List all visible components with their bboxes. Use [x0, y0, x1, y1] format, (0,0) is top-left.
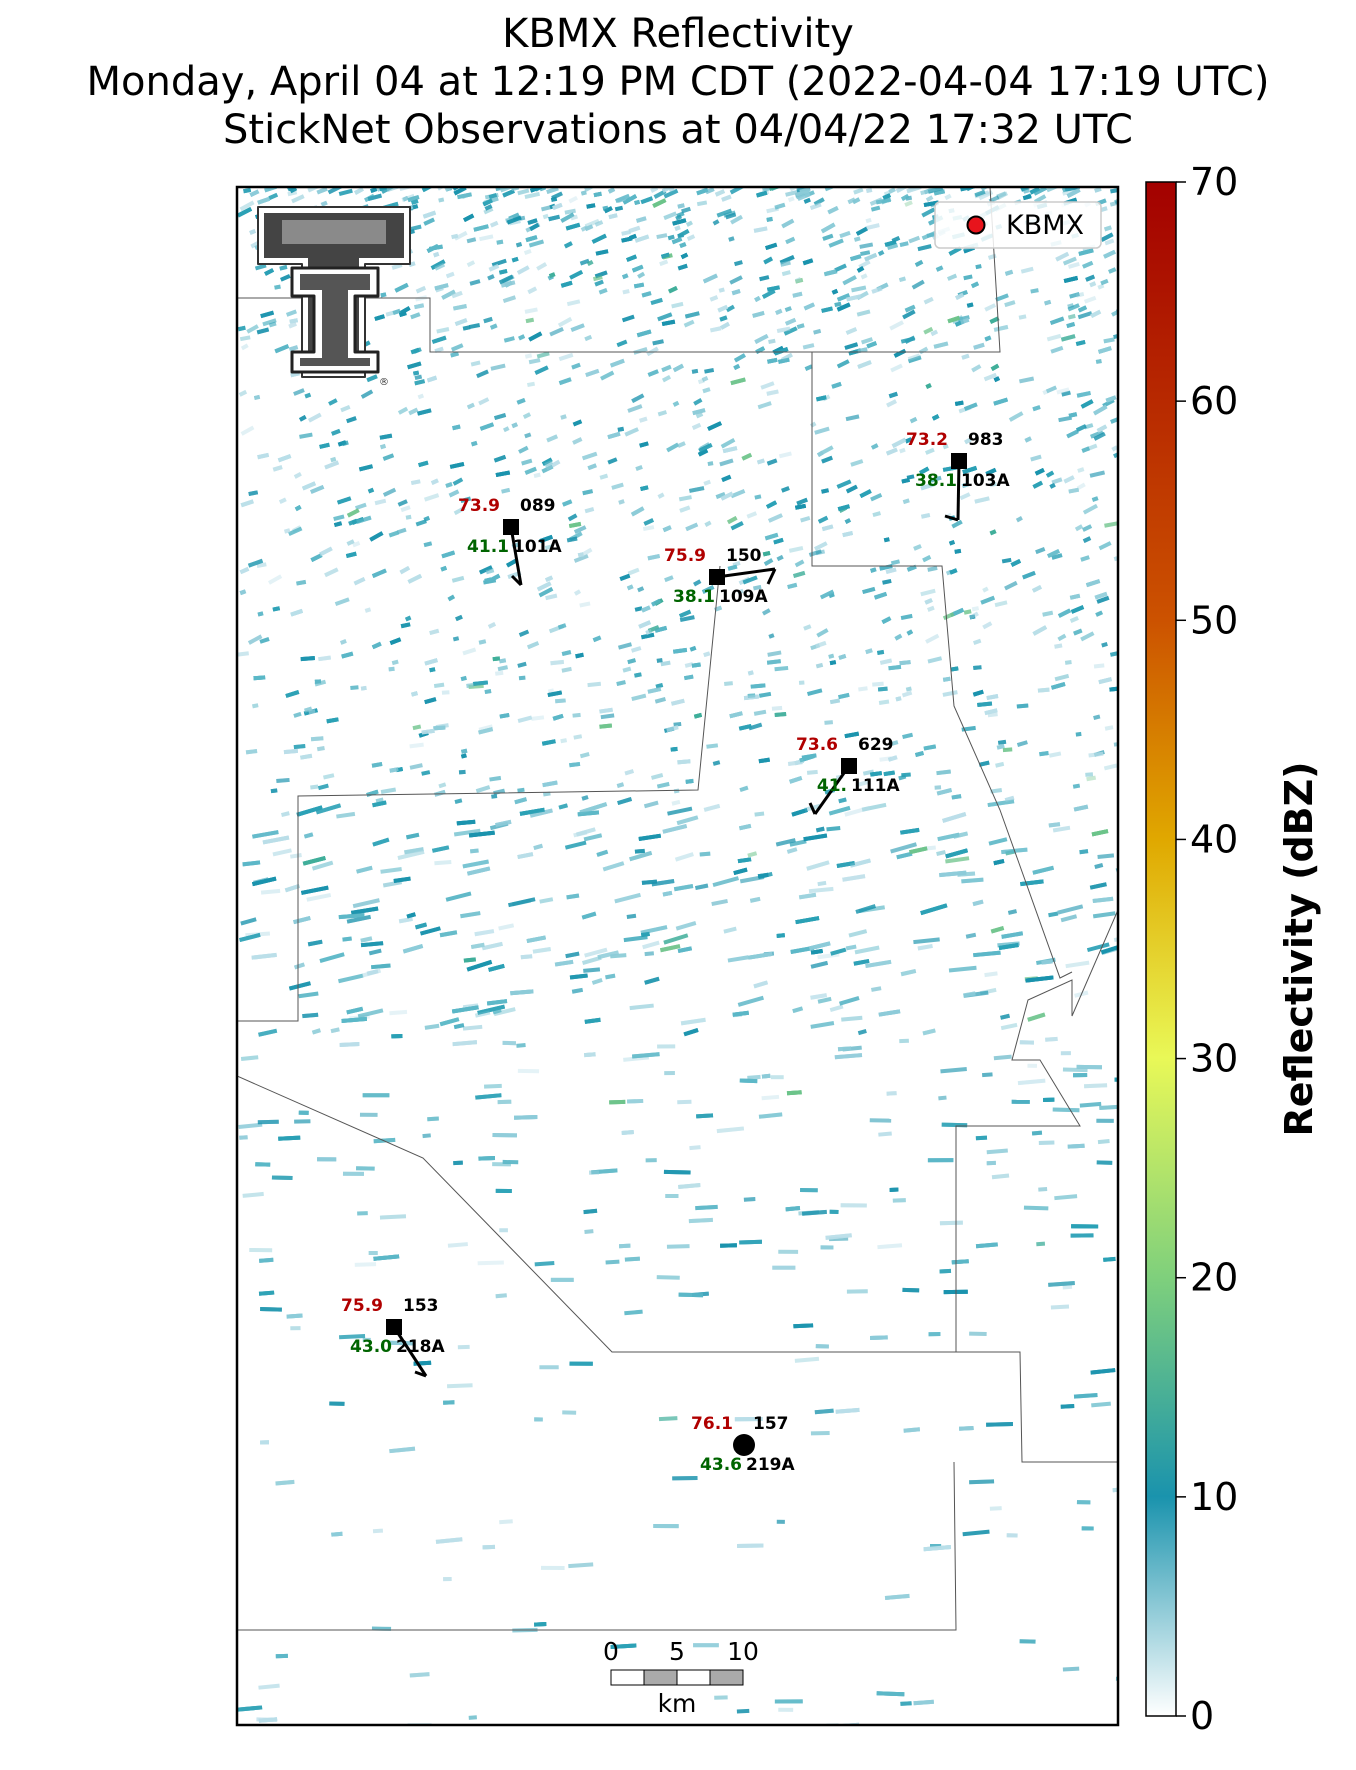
- colorbar-tick-label: 0: [1190, 1694, 1214, 1738]
- station-dewpoint: 41.1: [467, 537, 509, 557]
- colorbar-tick-label: 20: [1190, 1256, 1238, 1300]
- station-plot-218a: 75.9 153 43.0 218A: [341, 1296, 445, 1378]
- title-line-2: Monday, April 04 at 12:19 PM CDT (2022-0…: [86, 59, 1270, 105]
- station-id: 109A: [719, 587, 768, 607]
- station-id: 101A: [513, 537, 562, 557]
- colorbar-tick-label: 30: [1190, 1037, 1238, 1081]
- station-temperature: 75.9: [664, 546, 706, 566]
- station-temperature: 73.2: [906, 430, 948, 450]
- station-plot-111a: 73.6 629 41. 111A: [796, 735, 900, 815]
- station-marker-icon: [503, 519, 519, 535]
- scale-tick-1: 5: [669, 1637, 685, 1666]
- colorbar-tick-label: 40: [1190, 817, 1238, 861]
- station-dewpoint: 43.6: [700, 1455, 742, 1475]
- map-frame: [235, 185, 1120, 1727]
- station-id: 219A: [746, 1455, 795, 1475]
- colorbar-gradient: [1145, 181, 1177, 1717]
- station-pressure: 150: [726, 546, 762, 566]
- title-line-3: StickNet Observations at 04/04/22 17:32 …: [223, 107, 1133, 153]
- wind-barb-feather: [414, 1370, 427, 1378]
- map-legend: KBMX: [934, 201, 1102, 249]
- station-dewpoint: 43.0: [350, 1337, 392, 1357]
- station-marker-icon: [386, 1319, 402, 1335]
- station-marker-icon: [951, 453, 967, 469]
- colorbar-label: Reflectivity (dBZ): [1277, 761, 1321, 1136]
- station-dewpoint: 38.1: [673, 587, 715, 607]
- station-dewpoint: 41.: [817, 776, 847, 796]
- station-plot-219a: 76.1 157 43.6 219A: [691, 1414, 795, 1475]
- station-plot-109a: 75.9 150 38.1 109A: [664, 546, 777, 607]
- wind-barb-icon: [716, 567, 776, 579]
- svg-text:®: ®: [379, 377, 389, 388]
- station-dewpoint: 38.1: [915, 471, 957, 491]
- scale-unit: km: [658, 1689, 697, 1718]
- station-marker-icon: [841, 758, 857, 774]
- station-id: 103A: [961, 471, 1010, 491]
- station-temperature: 75.9: [341, 1296, 383, 1316]
- wind-barb-feather: [766, 568, 777, 585]
- station-marker-icon: [709, 569, 725, 585]
- wind-barb-feather: [808, 802, 817, 815]
- colorbar-tick-label: 50: [1190, 598, 1238, 642]
- reflectivity-echoes: [237, 187, 1118, 1725]
- colorbar-tick-label: 70: [1190, 160, 1238, 204]
- station-pressure: 089: [520, 496, 556, 516]
- wind-barb-icon: [956, 460, 961, 521]
- title-line-1: KBMX Reflectivity: [502, 11, 854, 57]
- station-plot-103a: 73.2 983 38.1 103A: [906, 430, 1010, 522]
- station-temperature: 76.1: [691, 1414, 733, 1434]
- map-plot-area: [237, 187, 1118, 1725]
- wind-barb-icon: [509, 526, 523, 586]
- station-temperature: 73.9: [458, 496, 500, 516]
- scale-tick-2: 10: [727, 1637, 759, 1666]
- station-id: 111A: [851, 776, 900, 796]
- wind-barb-feather: [510, 574, 523, 587]
- colorbar: 0 10 20 30 40 50 60 70 Reflectivity (dBZ): [1145, 160, 1321, 1738]
- station-pressure: 983: [968, 430, 1004, 450]
- station-pressure: 153: [403, 1296, 439, 1316]
- station-pressure: 629: [858, 735, 894, 755]
- legend-label: KBMX: [1006, 210, 1084, 241]
- colorbar-tick-label: 10: [1190, 1475, 1238, 1519]
- double-t-logo-icon: ®: [257, 206, 411, 388]
- colorbar-tick-label: 60: [1190, 379, 1238, 423]
- wind-barb-feather: [944, 514, 959, 522]
- station-plot-101a: 73.9 089 41.1 101A: [458, 496, 562, 587]
- station-pressure: 157: [753, 1414, 789, 1434]
- calm-wind-circle-icon: [733, 1434, 755, 1456]
- scale-bar: 0 5 10 km: [603, 1637, 759, 1718]
- radar-site-marker-icon: [966, 215, 986, 235]
- wind-barb-icon: [392, 1326, 428, 1377]
- station-id: 218A: [396, 1337, 445, 1357]
- station-temperature: 73.6: [796, 735, 838, 755]
- scale-tick-0: 0: [603, 1637, 619, 1666]
